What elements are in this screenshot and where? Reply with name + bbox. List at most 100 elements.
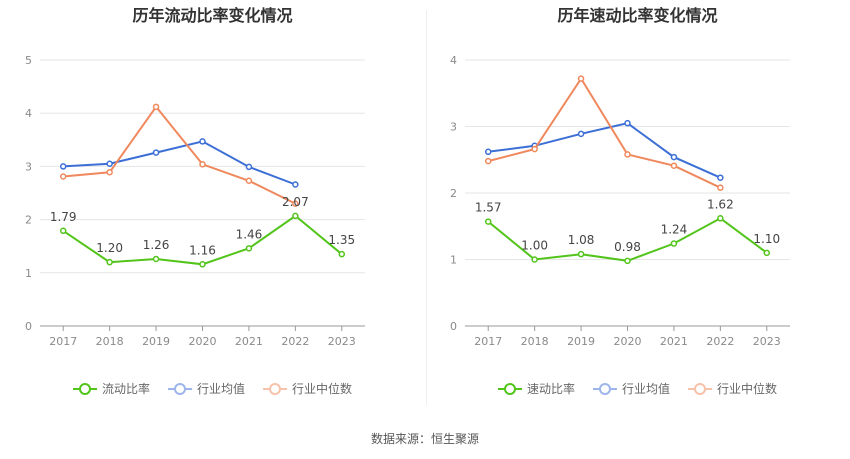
chart-title: 历年流动比率变化情况 — [132, 6, 293, 25]
legend: 流动比率 行业均值 行业中位数 — [0, 380, 425, 397]
data-point — [717, 184, 724, 191]
x-tick-label: 2022 — [706, 335, 734, 348]
data-point — [199, 138, 206, 145]
legend-line-circle-icon — [497, 382, 522, 396]
legend-item-industry-median[interactable]: 行业中位数 — [263, 380, 352, 397]
data-point — [670, 162, 678, 169]
legend-line-circle-icon — [592, 382, 617, 396]
chart-title: 历年速动比率变化情况 — [557, 6, 718, 25]
legend-label: 速动比率 — [526, 382, 575, 396]
x-tick-label: 2017 — [474, 335, 502, 348]
legend-item-industry-mean[interactable]: 行业均值 — [167, 380, 245, 397]
legend-line-circle-icon — [688, 382, 712, 396]
legend-label: 行业均值 — [621, 382, 670, 396]
data-point — [484, 218, 492, 225]
data-label: 1.35 — [328, 233, 355, 247]
data-point — [152, 103, 160, 111]
data-point — [199, 161, 206, 168]
legend-label: 行业均值 — [196, 382, 245, 396]
data-point — [152, 255, 160, 263]
data-label: 1.26 — [143, 238, 170, 252]
data-label: 1.16 — [189, 243, 216, 257]
data-point — [577, 250, 585, 258]
data-point — [59, 163, 67, 170]
legend-item-industry-median[interactable]: 行业中位数 — [688, 380, 777, 397]
y-tick-label: 2 — [450, 187, 457, 200]
x-tick-label: 2023 — [753, 335, 781, 348]
data-point — [577, 130, 585, 138]
data-point — [624, 119, 631, 127]
series-line — [63, 140, 296, 186]
data-point — [763, 249, 771, 257]
data-label: 0.98 — [614, 240, 641, 254]
data-label: 1.08 — [568, 233, 595, 247]
data-point — [199, 261, 206, 268]
legend: 速动比率 行业均值 行业中位数 — [425, 380, 850, 397]
data-point — [577, 75, 585, 82]
data-point — [245, 163, 253, 171]
data-point — [531, 256, 538, 263]
data-point — [292, 200, 299, 207]
y-tick-label: 0 — [25, 320, 32, 333]
x-tick-label: 2021 — [660, 335, 688, 348]
data-point — [717, 174, 724, 181]
data-point — [106, 258, 113, 266]
data-point — [59, 173, 67, 180]
data-point — [152, 149, 160, 156]
y-tick-label: 3 — [25, 160, 32, 173]
quick-ratio-chart: 0 1 2 3 4 2017 2018 2019 2020 2021 2022 2023 1.57 1.0… — [450, 54, 790, 348]
legend-line-circle-icon — [167, 382, 192, 396]
y-tick-label: 1 — [25, 267, 32, 280]
data-label: 2.07 — [282, 195, 309, 209]
data-point — [717, 215, 724, 222]
legend-label: 行业中位数 — [292, 382, 353, 396]
x-tick-label: 2019 — [142, 335, 170, 348]
legend-item-quick-ratio[interactable]: 速动比率 — [497, 380, 575, 397]
y-tick-label: 3 — [450, 121, 457, 134]
x-tick-label: 2022 — [281, 335, 309, 348]
y-tick-label: 2 — [25, 214, 32, 227]
data-point — [531, 145, 538, 153]
current-ratio-panel: 历年流动比率变化情况 0 1 2 3 4 5 2017 2018 2019 2020 2021 202… — [0, 0, 425, 420]
data-point — [670, 240, 678, 247]
legend-item-current-ratio[interactable]: 流动比率 — [72, 380, 150, 397]
y-tick-label: 1 — [450, 254, 457, 267]
data-point — [670, 153, 678, 161]
legend-line-circle-icon — [72, 382, 97, 396]
data-label: 1.46 — [236, 227, 263, 241]
series-line — [63, 105, 296, 205]
x-tick-label: 2018 — [96, 335, 124, 348]
legend-label: 行业中位数 — [717, 382, 778, 396]
data-point — [484, 148, 492, 156]
data-point — [484, 157, 492, 165]
x-tick-label: 2019 — [567, 335, 595, 348]
data-point — [245, 245, 253, 252]
x-tick-label: 2020 — [189, 335, 217, 348]
data-point — [338, 250, 346, 258]
data-label: 1.10 — [753, 232, 780, 246]
data-point — [106, 160, 113, 167]
series-line — [487, 76, 721, 189]
data-label: 1.79 — [50, 210, 77, 224]
data-label: 1.62 — [707, 197, 734, 211]
data-point — [245, 177, 253, 185]
data-point — [624, 151, 631, 158]
y-tick-label: 0 — [450, 320, 457, 333]
data-label: 1.24 — [661, 223, 688, 237]
data-label: 1.20 — [96, 241, 123, 255]
legend-item-industry-mean[interactable]: 行业均值 — [592, 380, 670, 397]
current-ratio-chart: 0 1 2 3 4 5 2017 2018 2019 2020 2021 2022 2023 1.79 1.… — [25, 54, 365, 348]
data-label: 1.57 — [475, 201, 502, 215]
data-source-note: 数据来源：恒生聚源 — [370, 432, 479, 446]
data-point — [292, 212, 299, 220]
data-point — [292, 181, 299, 188]
x-tick-label: 2017 — [49, 335, 77, 348]
legend-label: 流动比率 — [101, 382, 150, 396]
quick-ratio-panel: 历年速动比率变化情况 0 1 2 3 4 2017 2018 2019 2020 2021 2022… — [425, 0, 850, 420]
y-tick-label: 4 — [25, 107, 32, 120]
data-label: 1.00 — [521, 239, 548, 253]
series-line — [488, 122, 721, 179]
panel-divider — [426, 10, 427, 405]
x-tick-label: 2023 — [328, 335, 356, 348]
x-tick-label: 2021 — [235, 335, 263, 348]
